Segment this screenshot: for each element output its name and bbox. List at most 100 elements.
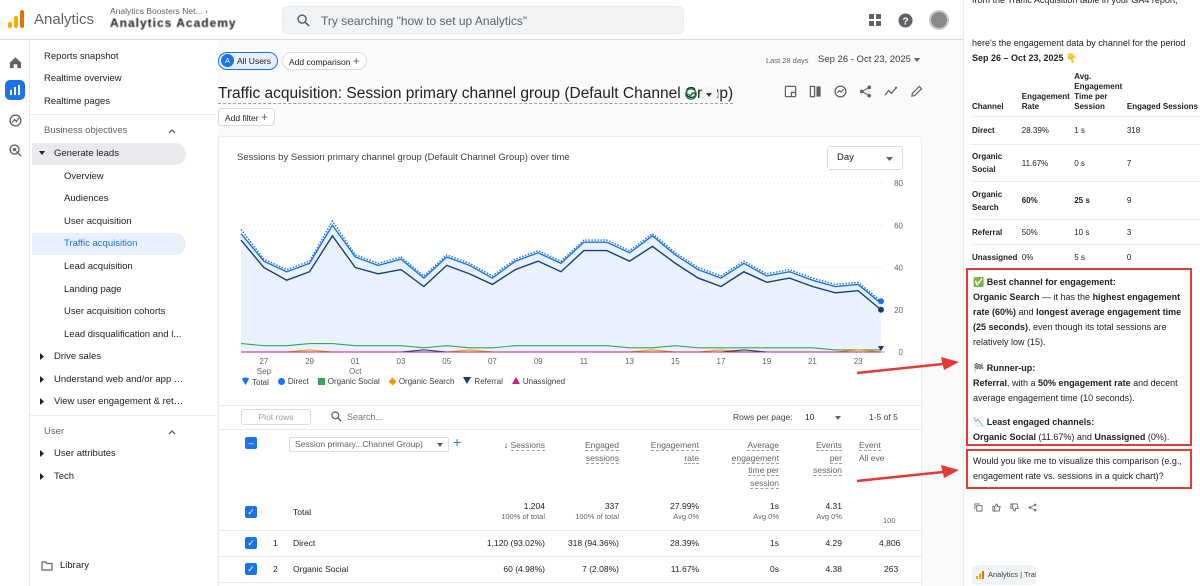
edit-comparisons-icon[interactable] [784,85,797,98]
date-range[interactable]: Sep 26 - Oct 23, 2025 [818,54,911,65]
nav-user-attributes[interactable]: User attributes [54,448,116,459]
pencil-icon[interactable] [910,85,923,98]
least-b1: Organic Social [973,432,1037,442]
rows-per-page-select[interactable]: 10 [805,412,815,422]
share-icon[interactable] [859,85,872,98]
legend-item-organic-social[interactable]: Organic Social [317,377,380,387]
caret-down-icon [437,443,443,447]
trend-icon[interactable] [884,85,898,98]
row-checkbox[interactable]: ✓ [245,537,257,549]
td-engaged: 318 [1126,126,1141,135]
nav-generate-leads[interactable]: Generate leads [54,148,119,159]
section-business-objectives[interactable]: Business objectives [44,125,128,136]
explore-icon[interactable] [5,110,25,130]
granularity-dropdown[interactable]: Day [827,146,903,170]
segment-all-users[interactable]: A All Users [218,52,279,70]
table-search-input[interactable] [347,409,467,425]
insights-icon[interactable] [834,85,847,98]
source-tab-label: Analytics | Traffic [988,570,1036,579]
section-user[interactable]: User [44,426,65,437]
legend-item-organic-search[interactable]: Organic Search [388,377,454,387]
caret-right-icon[interactable] [40,376,45,383]
nav-traffic-acquisition[interactable]: Traffic acquisition [64,238,138,249]
nav-lead-disqualification[interactable]: Lead disqualification and l... [64,329,182,340]
col-events[interactable]: Event All eve [859,439,903,464]
nav-realtime-pages[interactable]: Realtime pages [44,96,111,107]
col-eps-l2: per [829,452,842,464]
source-tab-chip[interactable]: Analytics | Traffic [972,565,1036,585]
x-tick-label: 27 [259,357,268,366]
nav-user-acquisition-cohorts[interactable]: User acquisition cohorts [64,306,166,317]
caret-right-icon[interactable] [40,450,45,457]
add-filter-button[interactable]: Add filter + [218,108,275,126]
caret-down-icon[interactable] [39,151,45,156]
nav-understand-web[interactable]: Understand web and/or app t... [54,374,184,385]
help-icon[interactable]: ? [898,12,913,28]
row-channel[interactable]: Direct [293,538,316,548]
share-icon[interactable] [1028,503,1037,512]
nav-user-acquisition[interactable]: User acquisition [64,216,132,227]
add-comparison-button[interactable]: Add comparison + [282,52,367,70]
legend-item-referral[interactable]: Referral [463,377,503,387]
thumbs-down-icon[interactable] [1010,503,1019,512]
td-rate: 0% [1021,252,1034,262]
nav-library[interactable]: Library [60,560,90,571]
nav-landing-page[interactable]: Landing page [64,284,122,295]
nav-tech[interactable]: Tech [54,471,75,482]
col-avg-engagement-time[interactable]: Average engagement time per session [713,439,779,489]
svg-text:?: ? [902,16,908,27]
compare-columns-icon[interactable] [809,85,822,98]
assistant-intro-2: here's the engagement data by channel fo… [972,38,1186,48]
best-channel-name: Organic Search [973,292,1040,302]
col-engagement-rate[interactable]: Engagement rate [631,439,699,464]
total-engaged-sub: 100% of total [575,512,619,521]
caret-right-icon[interactable] [40,398,45,405]
granularity-value: Day [837,152,854,163]
title-menu-button[interactable] [701,87,718,102]
nav-view-user-engagement[interactable]: View user engagement & rete... [54,396,184,407]
plot-rows-button[interactable]: Plot rows [241,409,311,425]
y-tick-label: 60 [894,221,903,230]
nav-lead-acquisition[interactable]: Lead acquisition [64,261,133,272]
total-checkbox[interactable]: ✓ [245,506,257,518]
caret-right-icon[interactable] [40,473,45,480]
legend-item-unassigned[interactable]: Unassigned [511,377,565,387]
add-dimension-button[interactable]: + [453,434,462,450]
analytics-logo-icon[interactable] [8,10,24,28]
x-tick-label: 01 [351,357,360,366]
legend-item-direct[interactable]: Direct [277,377,309,387]
select-all-checkbox[interactable]: – [245,437,257,449]
chevron-up-icon[interactable] [168,128,176,134]
row-sessions: 60 (4.98%) [503,564,545,574]
account-selector[interactable]: Analytics Boosters Net... › Analytics Ac… [110,5,275,29]
thumbs-up-icon[interactable] [992,503,1001,512]
caret-down-icon[interactable] [835,416,841,420]
dimension-select[interactable]: Session primary...Channel Group) [289,437,449,452]
user-avatar[interactable] [929,10,949,30]
x-tick-label: 07 [488,357,497,366]
apps-grid-icon[interactable] [868,13,882,27]
chevron-up-icon[interactable] [168,429,176,435]
nav-drive-sales[interactable]: Drive sales [54,351,101,362]
row-channel[interactable]: Organic Social [293,564,349,574]
col-events-per-session[interactable]: Events per session [791,439,842,477]
caret-down-icon[interactable] [914,58,920,62]
runner-channel: Referral [973,378,1008,388]
nav-realtime-overview[interactable]: Realtime overview [44,73,122,84]
legend-item-total[interactable]: Total [241,377,269,387]
nav-overview[interactable]: Overview [64,171,104,182]
col-sessions[interactable]: ↓ Sessions [481,439,545,452]
reports-icon[interactable] [5,80,25,100]
caret-right-icon[interactable] [40,353,45,360]
row-checkbox[interactable]: ✓ [245,563,257,575]
copy-icon[interactable] [974,503,983,512]
nav-reports-snapshot[interactable]: Reports snapshot [44,51,119,62]
home-icon[interactable] [5,52,25,72]
nav-audiences[interactable]: Audiences [64,193,109,204]
verified-check-icon [685,88,697,100]
search-bar[interactable]: Try searching "how to set up Analytics" [282,6,684,34]
referral-end-marker [878,346,884,351]
advertising-icon[interactable] [5,140,25,160]
col-engaged-sessions[interactable]: Engaged sessions [559,439,619,464]
